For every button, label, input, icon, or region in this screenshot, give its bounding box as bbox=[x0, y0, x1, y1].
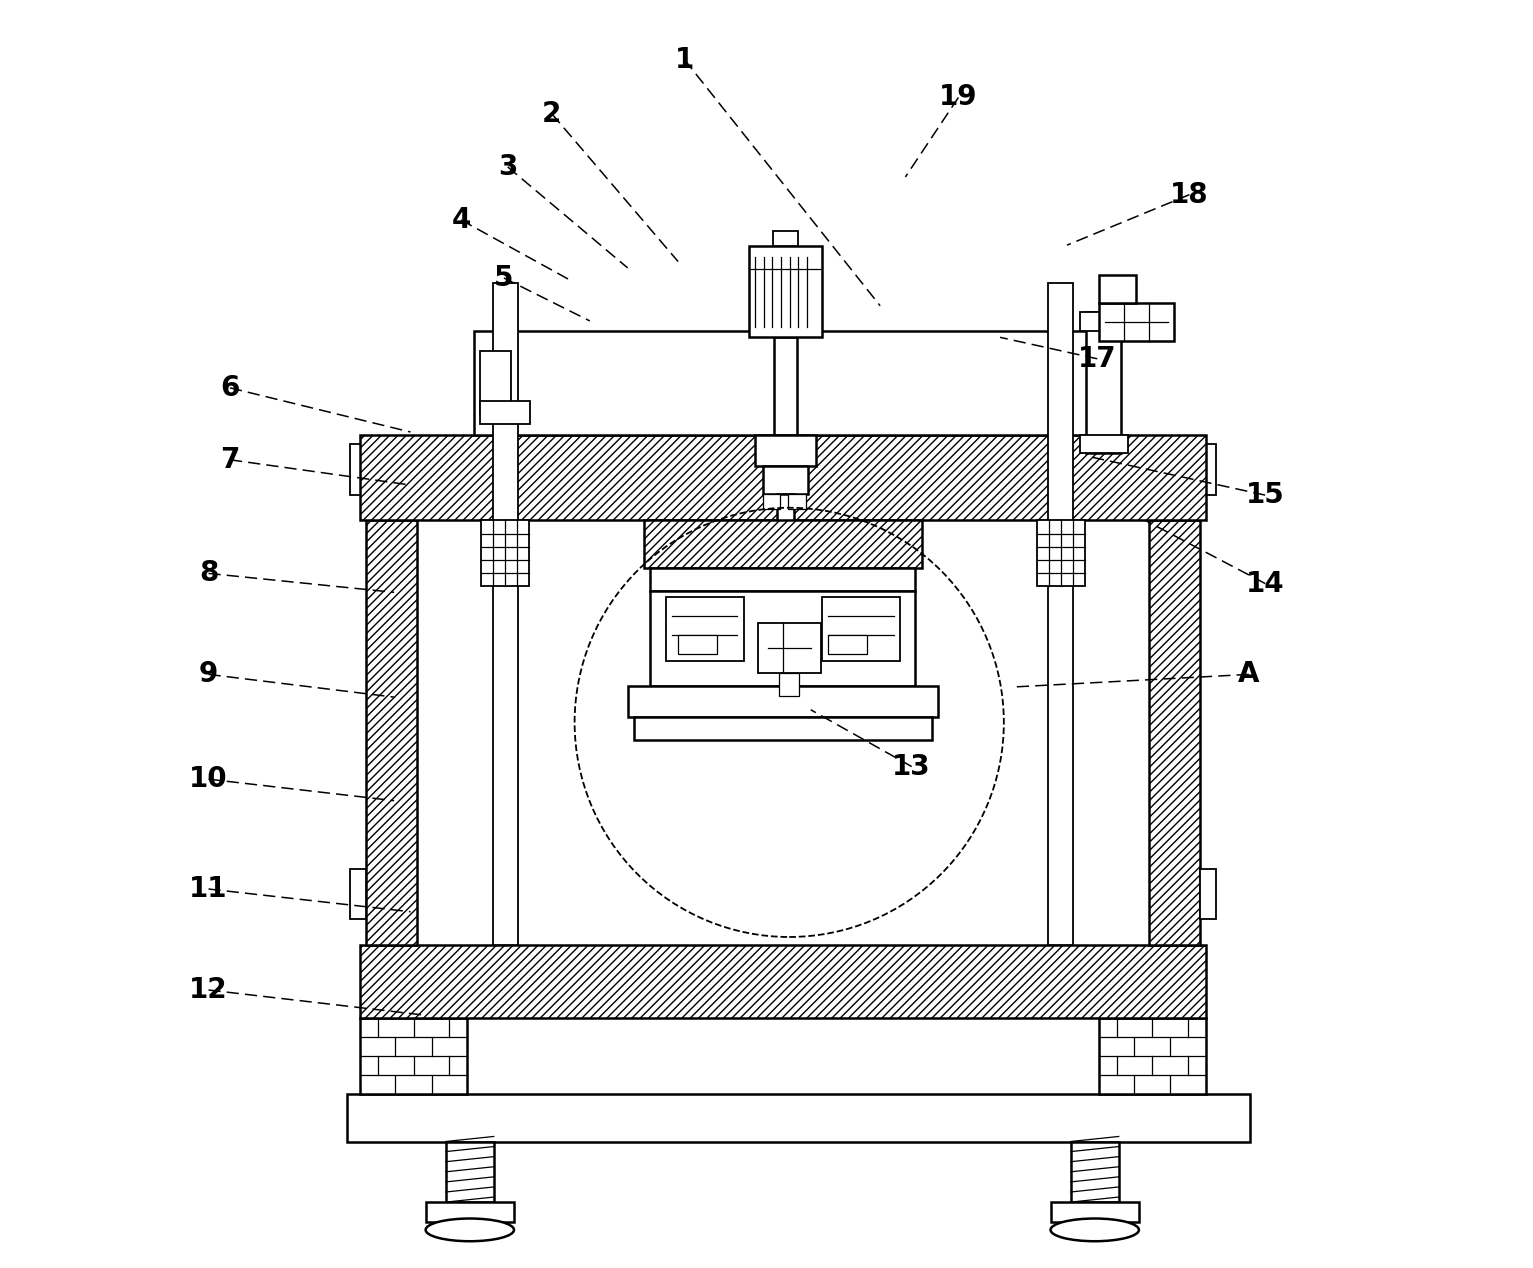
Bar bbox=[360, 945, 1206, 1018]
Bar bbox=[480, 351, 512, 415]
Bar bbox=[1099, 275, 1136, 303]
Bar bbox=[650, 591, 915, 686]
Bar bbox=[665, 597, 744, 661]
Text: 13: 13 bbox=[892, 752, 931, 781]
Text: 1: 1 bbox=[675, 46, 694, 74]
Bar bbox=[763, 493, 780, 508]
Text: 7: 7 bbox=[221, 446, 239, 474]
Bar bbox=[1070, 1141, 1119, 1202]
Bar bbox=[748, 246, 822, 337]
Bar bbox=[788, 493, 806, 508]
Text: 4: 4 bbox=[451, 205, 471, 233]
Text: 9: 9 bbox=[199, 661, 218, 689]
Bar bbox=[1099, 1018, 1206, 1093]
Bar bbox=[1079, 435, 1128, 454]
Bar bbox=[644, 520, 921, 568]
Bar bbox=[1199, 444, 1216, 495]
Bar bbox=[348, 1093, 1249, 1141]
Bar bbox=[1099, 303, 1174, 341]
Text: 17: 17 bbox=[1078, 345, 1116, 373]
Bar bbox=[650, 568, 915, 591]
Text: 15: 15 bbox=[1246, 481, 1285, 510]
Bar bbox=[635, 718, 932, 741]
Text: 19: 19 bbox=[940, 84, 978, 112]
Bar bbox=[1079, 312, 1128, 331]
Bar bbox=[446, 1141, 494, 1202]
Text: 5: 5 bbox=[494, 264, 514, 292]
Bar bbox=[360, 1018, 468, 1093]
Text: 6: 6 bbox=[221, 374, 239, 402]
Text: A: A bbox=[1239, 661, 1260, 689]
Bar bbox=[1036, 520, 1085, 586]
Bar bbox=[777, 493, 794, 531]
Text: 11: 11 bbox=[189, 875, 228, 903]
Bar bbox=[1050, 1202, 1139, 1222]
Bar bbox=[822, 597, 900, 661]
Bar bbox=[481, 520, 529, 586]
Ellipse shape bbox=[426, 1219, 514, 1241]
Bar bbox=[480, 402, 530, 425]
Bar bbox=[678, 635, 717, 654]
Bar bbox=[426, 1202, 514, 1222]
Bar bbox=[773, 231, 799, 246]
Bar bbox=[350, 869, 366, 919]
Bar bbox=[350, 444, 366, 495]
Text: 12: 12 bbox=[189, 976, 228, 1004]
Text: 8: 8 bbox=[199, 559, 218, 587]
Bar bbox=[756, 435, 816, 467]
Bar bbox=[779, 673, 799, 696]
Text: 18: 18 bbox=[1170, 180, 1208, 209]
Bar bbox=[759, 531, 812, 554]
Bar bbox=[474, 331, 1091, 435]
Bar bbox=[757, 623, 820, 673]
Bar bbox=[366, 520, 417, 945]
Text: 10: 10 bbox=[189, 765, 228, 794]
Text: 3: 3 bbox=[498, 153, 517, 181]
Bar bbox=[360, 435, 1206, 520]
Bar bbox=[828, 635, 868, 654]
Bar bbox=[1199, 869, 1216, 919]
Bar bbox=[492, 283, 518, 945]
Text: 2: 2 bbox=[543, 100, 561, 128]
Bar bbox=[1085, 312, 1121, 454]
Bar bbox=[1150, 520, 1199, 945]
Text: 14: 14 bbox=[1246, 569, 1285, 597]
Ellipse shape bbox=[1050, 1219, 1139, 1241]
Bar bbox=[774, 337, 797, 435]
Bar bbox=[1049, 283, 1073, 945]
Bar bbox=[763, 467, 808, 493]
Bar bbox=[627, 686, 938, 718]
